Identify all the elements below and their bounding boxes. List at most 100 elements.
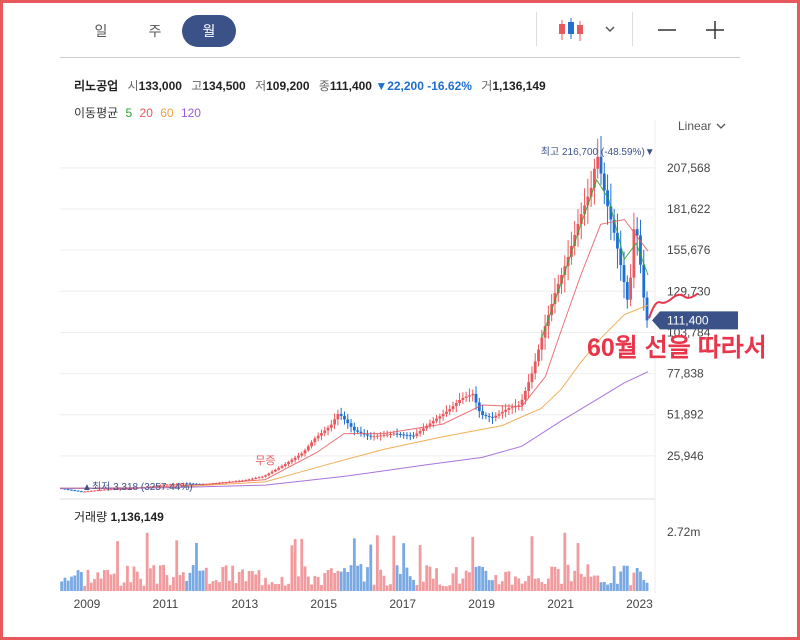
candle-body [316,435,320,439]
volume-bar [523,581,527,591]
volume-bar [343,568,346,591]
volume-bar [119,585,123,591]
candle-body [303,450,307,454]
low-label: 저 [255,79,267,93]
scale-selector[interactable]: Linear [678,119,727,133]
ma-60-label: 60 [160,106,174,120]
volume-bar [168,585,172,591]
price-summary: 리노공업 시133,000 고134,500 저109,200 종111,400… [74,77,546,94]
candle-body [346,419,350,424]
volume-bar [402,543,406,591]
volume-bar [201,570,205,591]
candle-body [629,277,632,300]
candle-body [422,428,425,431]
candle-body [267,473,271,476]
y-tick-label: 51,892 [667,408,704,422]
volume-bar [70,576,73,591]
volume-bar [589,576,593,591]
volume-bar [149,568,152,591]
volume-bar [352,538,356,591]
candle-body [79,491,83,493]
candle-body [616,232,619,249]
volume-bar [408,576,412,591]
candlestick-icon[interactable] [554,15,588,45]
candle-body [606,190,609,207]
candle-body [458,399,461,404]
volume-bar [454,567,458,591]
volume-bar [474,566,478,591]
plus-icon[interactable] [702,15,728,45]
open-value: 133,000 [138,79,182,93]
candle-body [527,382,531,391]
close-label: 종 [318,79,330,93]
volume-bar [395,565,399,591]
candle-body [612,219,616,233]
candle-body [464,396,468,398]
volume-bar [639,571,642,591]
candle-body [250,478,254,480]
tab-daily[interactable]: 일 [94,23,108,39]
tab-weekly[interactable]: 주 [148,23,162,39]
candle-body [372,436,376,438]
x-tick-label: 2015 [310,597,337,611]
toolbar-divider [536,12,537,46]
candle-body [287,461,290,465]
volume-bar [438,584,442,591]
candle-body [405,434,409,436]
x-tick-label: 2021 [547,597,574,611]
candle-body [86,491,90,493]
volume-amount: 1,136,149 [110,510,164,524]
x-tick-label: 2011 [153,597,179,611]
candle-body [116,489,119,491]
volume-bar [642,579,646,591]
volume-bar [218,582,221,591]
candle-body [96,490,100,492]
volume-title: 거래량 [74,510,108,524]
volume-bar [73,575,77,591]
candle-body [553,293,557,305]
volume-label: 거 [481,79,493,93]
volume-bar [316,576,320,591]
candle-body [530,373,534,383]
volume-bar [422,581,425,591]
candle-body [280,466,284,468]
tab-monthly[interactable]: 월 [182,15,236,47]
candle-body [336,414,340,420]
volume-bar [221,567,225,591]
candle-body [448,409,452,412]
candle-body [556,283,560,294]
volume-bar [540,582,544,591]
candle-body [366,434,369,436]
volume-bar [303,566,307,591]
volume-bar [139,578,142,591]
volume-bar [313,575,317,591]
candle-body [70,489,73,491]
volume-bar [257,570,261,591]
volume-bar [112,573,116,591]
candle-body [122,488,126,490]
volume-bar [208,583,212,591]
volume-bar [283,585,287,591]
candle-body [66,489,70,491]
chevron-down-icon [716,123,726,129]
moving-average-legend[interactable]: 이동평균 5 20 60 120 [74,104,201,121]
volume-bar [372,584,376,591]
volume-bar [461,578,465,591]
high-value: 134,500 [202,79,246,93]
ma-20-label: 20 [139,106,153,120]
candle-body [247,479,251,481]
annotation-text: 60월 선을 따라서 [587,334,767,362]
candle-body [468,395,471,397]
volume-bar [445,586,448,591]
candle-body [155,485,159,487]
minus-icon[interactable] [654,15,680,45]
volume-bar [425,565,429,591]
candle-body [76,490,80,492]
candle-body [349,423,353,427]
candle-body [632,229,636,278]
volume-bar [612,566,616,591]
chevron-down-icon[interactable] [600,15,620,45]
volume-bar [507,571,511,591]
candle-body [520,399,524,406]
candle-body [306,446,310,451]
